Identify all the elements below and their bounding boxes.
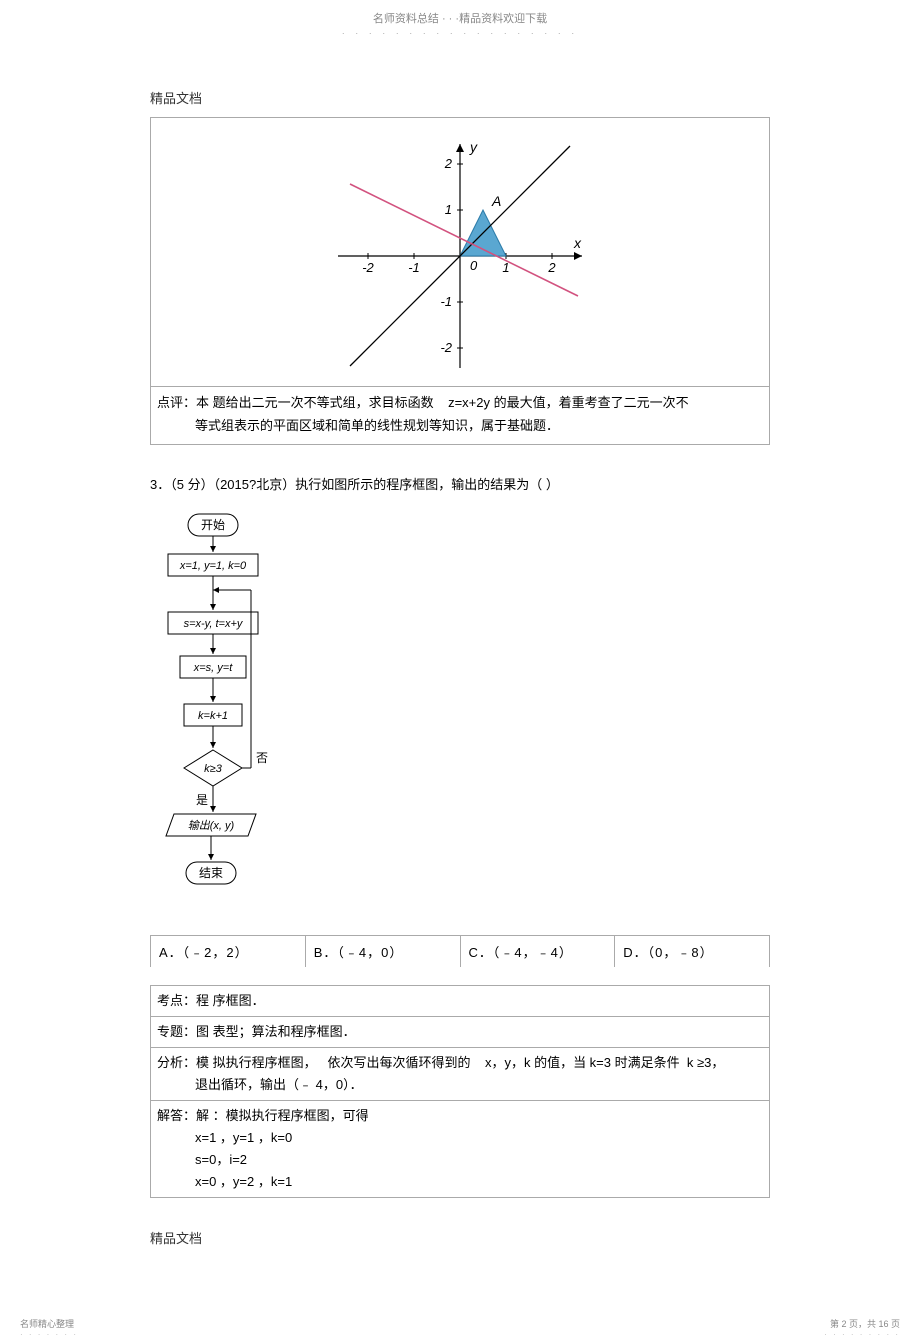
fenxi-label: 分析 [157, 1055, 183, 1070]
svg-text:s=x-y, t=x+y: s=x-y, t=x+y [184, 618, 244, 630]
option-b: B．（﹣4，0） [305, 936, 460, 967]
kaodian-label: 考点 [157, 993, 183, 1008]
comment-label: 点评： [157, 395, 196, 410]
comment-row: 点评：本 题给出二元一次不等式组，求目标函数 z=x+2y 的最大值，着重考查了… [151, 386, 769, 444]
comment-text-1: 本 题给出二元一次不等式组，求目标函数 [196, 395, 434, 410]
question-3-prefix: 3．（5 分）（2015?北京）执行如图所示的程序框图，输出的结果为（ [150, 477, 542, 492]
page-header: 名师资料总结 · · ·精品资料欢迎下载 [0, 0, 920, 28]
comment-formula: z=x+2y [448, 395, 490, 410]
analysis-table: 考点：程 序框图． 专题：图 表型；算法和程序框图． 分析：模 拟执行程序框图，… [150, 985, 770, 1199]
svg-text:0: 0 [470, 258, 478, 273]
table-row: 专题：图 表型；算法和程序框图． [151, 1016, 770, 1047]
jieda-l2: x=1 ，y=1 ，k=0 [195, 1130, 292, 1145]
fenxi-l1b: 依次写出每次循环得到的 [327, 1055, 470, 1070]
svg-text:否: 否 [256, 751, 268, 765]
kaodian-text: ：程 序框图． [183, 993, 265, 1008]
footer-right: 第 2 页，共 16 页 [830, 1317, 900, 1330]
zhuanti-text: ：图 表型；算法和程序框图． [183, 1024, 356, 1039]
svg-text:-2: -2 [362, 260, 374, 275]
svg-text:k=k+1: k=k+1 [198, 710, 228, 722]
footer-dots-right: · · · · · · · · · [824, 1330, 900, 1339]
fenxi-l1d: k ≥3， [687, 1055, 724, 1070]
jieda-l1: ：解 ：模拟执行程序框图，可得 [183, 1108, 369, 1123]
comment-text-3: 等式组表示的平面区域和简单的线性规划等知识，属于基础题． [195, 418, 559, 433]
svg-text:y: y [469, 139, 478, 155]
flowchart: 开始 x=1, y=1, k=0 s=x-y, t=x+y x=s, y=t k… [156, 512, 770, 935]
fenxi-l1c: x，y，k 的值，当 k=3 时满足条件 [485, 1055, 680, 1070]
question-3: 3．（5 分）（2015?北京）执行如图所示的程序框图，输出的结果为（ ） [150, 475, 770, 496]
svg-text:-1: -1 [408, 260, 420, 275]
doc-title-bottom: 精品文档 [150, 1228, 770, 1247]
main-content: 精品文档 -2 -1 1 2 1 [150, 88, 770, 1247]
fenxi-l2: 退出循环，输出（﹣ 4，0）． [195, 1077, 363, 1092]
comment-text-2: 的最大值，着重考查了二元一次不 [494, 395, 689, 410]
coordinate-plot: -2 -1 1 2 1 2 -1 -2 0 x y [320, 126, 600, 386]
svg-text:2: 2 [444, 156, 453, 171]
jieda-l4: x=0 ，y=2 ，k=1 [195, 1174, 292, 1189]
svg-text:1: 1 [445, 202, 452, 217]
jieda-label: 解答 [157, 1108, 183, 1123]
svg-text:2: 2 [547, 260, 556, 275]
option-c: C．（﹣4，﹣4） [460, 936, 615, 967]
doc-title-top: 精品文档 [150, 88, 770, 107]
table-row: 考点：程 序框图． [151, 985, 770, 1016]
svg-text:k≥3: k≥3 [204, 763, 223, 775]
svg-text:-1: -1 [440, 294, 452, 309]
jieda-l3: s=0，i=2 [195, 1152, 247, 1167]
footer-left: 名师精心整理 [20, 1317, 74, 1330]
option-a: A．（﹣2，2） [151, 936, 305, 967]
svg-text:-2: -2 [440, 340, 452, 355]
table-row: 分析：模 拟执行程序框图， 依次写出每次循环得到的 x，y，k 的值，当 k=3… [151, 1047, 770, 1100]
svg-text:A: A [491, 193, 501, 209]
page-footer-dots: · · · · · · · · · · · · · · · · [0, 1330, 920, 1339]
svg-text:结束: 结束 [199, 866, 223, 880]
figure-box: -2 -1 1 2 1 2 -1 -2 0 x y [150, 117, 770, 445]
zhuanti-label: 专题 [157, 1024, 183, 1039]
table-row: 解答：解 ：模拟执行程序框图，可得 x=1 ，y=1 ，k=0 s=0，i=2 … [151, 1100, 770, 1197]
fenxi-l1a: ：模 拟执行程序框图， [183, 1055, 317, 1070]
page-header-dots: · · · · · · · · · · · · · · · · · · [0, 28, 920, 88]
option-d: D．（0，﹣8） [614, 936, 769, 967]
svg-text:是: 是 [196, 793, 208, 807]
flow-start: 开始 [201, 518, 225, 532]
page-footer: 名师精心整理 第 2 页，共 16 页 [0, 1247, 920, 1330]
svg-text:x=1, y=1, k=0: x=1, y=1, k=0 [179, 560, 247, 572]
question-3-suffix: ） [546, 477, 559, 492]
svg-text:x: x [573, 235, 582, 251]
svg-text:x=s, y=t: x=s, y=t [193, 662, 233, 674]
footer-dots-left: · · · · · · · [20, 1330, 78, 1339]
options-row: A．（﹣2，2） B．（﹣4，0） C．（﹣4，﹣4） D．（0，﹣8） [150, 935, 770, 967]
svg-text:输出(x, y): 输出(x, y) [188, 819, 235, 832]
